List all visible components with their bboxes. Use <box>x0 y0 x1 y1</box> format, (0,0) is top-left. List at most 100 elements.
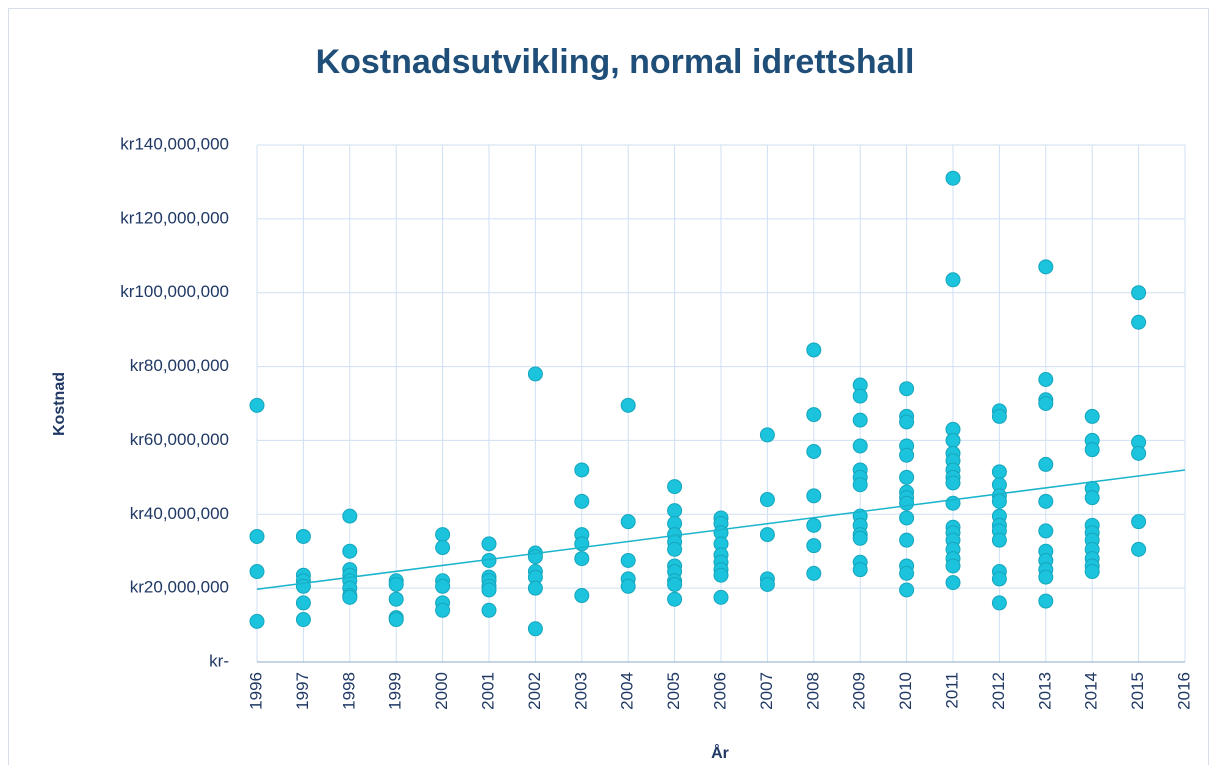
point <box>388 576 404 592</box>
point <box>667 591 683 607</box>
point <box>527 621 543 637</box>
point <box>806 488 822 504</box>
x-tick-label: 2015 <box>1128 672 1147 710</box>
point <box>1131 541 1147 557</box>
point <box>620 552 636 568</box>
x-tick-label: 1998 <box>339 672 358 710</box>
point <box>991 595 1007 611</box>
y-tick-label: kr100,000,000 <box>120 282 229 301</box>
point <box>620 514 636 530</box>
x-tick-label: 2009 <box>850 672 869 710</box>
point <box>852 562 868 578</box>
point <box>249 564 265 580</box>
point <box>435 540 451 556</box>
point <box>759 576 775 592</box>
x-tick-label: 2013 <box>1035 672 1054 710</box>
point <box>991 571 1007 587</box>
point <box>852 530 868 546</box>
point <box>991 408 1007 424</box>
point <box>388 591 404 607</box>
point <box>527 580 543 596</box>
point <box>713 567 729 583</box>
point <box>852 477 868 493</box>
point <box>852 438 868 454</box>
point <box>713 589 729 605</box>
chart-title: Kostnadsutvikling, normal idrettshall <box>316 43 915 81</box>
point <box>759 492 775 508</box>
x-tick-label: 2016 <box>1174 672 1193 710</box>
point <box>342 543 358 559</box>
x-tick-label: 2012 <box>989 672 1008 710</box>
point <box>991 464 1007 480</box>
point <box>852 388 868 404</box>
trendline <box>256 469 1186 590</box>
x-tick-label: 1997 <box>293 672 312 710</box>
y-tick-label: kr140,000,000 <box>120 134 229 153</box>
point <box>945 495 961 511</box>
point <box>945 575 961 591</box>
point <box>806 342 822 358</box>
point <box>1038 523 1054 539</box>
point <box>342 589 358 605</box>
point <box>1038 396 1054 411</box>
point <box>945 272 961 288</box>
point <box>1038 569 1054 585</box>
point <box>249 397 265 413</box>
point <box>899 381 915 397</box>
point <box>806 444 822 460</box>
point <box>574 462 590 478</box>
x-tick-label: 2011 <box>942 672 961 709</box>
x-tick-label: 2006 <box>710 672 729 710</box>
point <box>899 414 915 430</box>
point <box>945 432 961 448</box>
point <box>574 493 590 509</box>
point <box>806 565 822 581</box>
point <box>249 613 265 629</box>
point <box>899 532 915 548</box>
point <box>899 495 915 511</box>
point <box>1038 371 1054 387</box>
point <box>1131 285 1147 301</box>
point <box>852 412 868 428</box>
point <box>435 602 451 618</box>
x-tick-label: 2007 <box>757 672 776 710</box>
point <box>667 503 683 519</box>
point <box>620 397 636 413</box>
point <box>1084 490 1100 506</box>
point <box>667 479 683 495</box>
y-axis-label: Kostnad <box>51 372 68 436</box>
point <box>945 475 961 491</box>
point <box>1084 442 1100 458</box>
x-tick-label: 2004 <box>618 672 637 710</box>
point <box>481 536 497 552</box>
point <box>435 527 451 543</box>
point <box>806 407 822 423</box>
point <box>435 578 451 594</box>
point <box>388 612 404 628</box>
point <box>991 532 1007 548</box>
point <box>759 527 775 543</box>
point <box>1084 564 1100 580</box>
point <box>481 582 497 598</box>
point <box>945 170 961 186</box>
point <box>806 538 822 554</box>
point <box>1084 408 1100 424</box>
point <box>759 427 775 443</box>
y-tick-label: kr60,000,000 <box>130 430 229 449</box>
point <box>342 508 358 524</box>
point <box>1038 593 1054 609</box>
point <box>899 582 915 598</box>
x-tick-label: 2005 <box>664 672 683 710</box>
y-tick-label: kr20,000,000 <box>130 578 229 597</box>
point <box>249 528 265 544</box>
point <box>574 551 590 567</box>
point <box>295 578 311 594</box>
x-tick-label: 2002 <box>525 672 544 710</box>
point <box>899 447 915 463</box>
x-tick-label: 2000 <box>432 672 451 710</box>
point <box>295 612 311 628</box>
point <box>806 517 822 533</box>
point <box>1131 445 1147 461</box>
x-tick-label: 2014 <box>1082 672 1101 710</box>
